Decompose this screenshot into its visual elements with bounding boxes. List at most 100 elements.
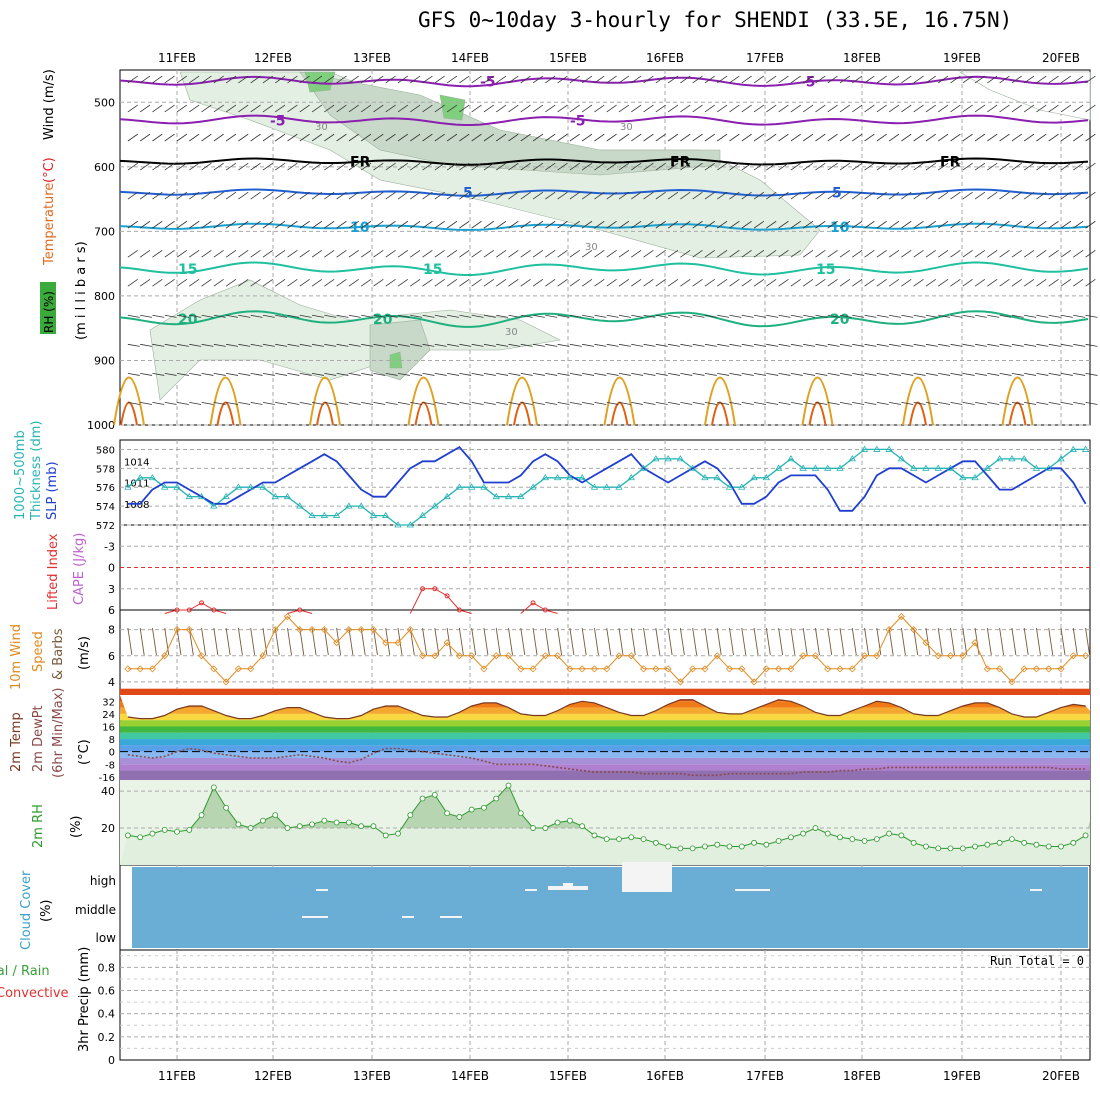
thickness-point — [995, 455, 1004, 462]
wind-barb — [925, 162, 937, 171]
wind-barb — [1085, 133, 1096, 142]
wind10m-point — [689, 665, 697, 673]
date-label-top: 16FEB — [646, 51, 684, 65]
wind-barb-10m — [790, 627, 796, 656]
label-rh2m: 2m RH — [31, 804, 46, 848]
thickness-point — [750, 474, 758, 481]
wind-barb — [655, 249, 666, 258]
wind-barb — [250, 314, 263, 318]
wind10m-point — [959, 652, 967, 660]
contour-label-c20: 20 — [373, 312, 393, 328]
wind-barb-10m — [262, 627, 268, 656]
wind-barb — [213, 343, 226, 347]
wind-barb — [569, 220, 580, 229]
wind-barb — [925, 220, 937, 229]
wind-barb — [483, 75, 495, 84]
wind-barb — [459, 249, 470, 258]
wind-barb — [999, 133, 1010, 142]
wind-barb — [937, 104, 949, 113]
thermal-contour — [506, 376, 538, 426]
wind-barb — [864, 220, 875, 229]
rh2m-point — [468, 806, 475, 813]
wind-barb — [999, 314, 1012, 318]
wind-barb — [495, 162, 507, 171]
wind-barb — [1073, 249, 1084, 258]
thickness-point — [946, 464, 955, 471]
wind-barb — [152, 75, 163, 84]
wind-barb — [373, 249, 384, 258]
wind-barb — [446, 279, 458, 287]
wind-barb — [582, 372, 595, 376]
wind-barb — [901, 372, 914, 376]
wind-barb — [287, 372, 300, 376]
tick-temp: 0 — [109, 748, 115, 759]
wind-barb — [348, 162, 359, 171]
rh-blob-core — [299, 71, 721, 176]
rh2m-point — [566, 817, 573, 824]
wind-barb — [766, 191, 777, 200]
wind-barb — [225, 279, 237, 287]
wind-barb — [1036, 220, 1047, 229]
rh2m-point — [456, 814, 463, 820]
wind-barb — [913, 104, 924, 113]
rh2m-point — [493, 795, 500, 802]
wind-barb — [361, 314, 374, 318]
wind-barb — [238, 191, 249, 200]
wind-barb — [557, 220, 568, 229]
wind-barb — [704, 104, 716, 113]
wind-barb — [434, 162, 445, 171]
wind-barb — [238, 249, 249, 258]
wind-barb — [459, 133, 470, 142]
thickness-point — [455, 483, 464, 490]
wind-barb — [692, 372, 705, 376]
wind-barb — [1011, 133, 1022, 142]
wind-barb — [913, 372, 926, 376]
wind-barb — [569, 402, 582, 405]
thickness-point — [1081, 445, 1090, 452]
wind-barb — [471, 75, 482, 84]
wind-barb — [655, 75, 666, 84]
wind-barb — [520, 220, 531, 229]
wind-barb — [778, 279, 789, 287]
wind-barb — [741, 133, 752, 142]
wind-barb — [680, 314, 693, 318]
wind-barb — [496, 343, 509, 347]
wind-barb — [1073, 314, 1086, 318]
cloud-patch — [525, 889, 537, 891]
wind-barb — [274, 249, 286, 258]
tick-temp: 32 — [102, 697, 115, 708]
wind-barb — [766, 343, 779, 347]
wind-barb — [495, 191, 507, 200]
thickness-point — [246, 483, 255, 490]
wind-barb — [692, 249, 703, 258]
wind10m-point — [811, 652, 820, 660]
wind-barb — [557, 249, 568, 258]
wind-barb — [275, 402, 288, 405]
wind-barb — [778, 133, 789, 142]
wind-barb — [643, 104, 654, 113]
wind-barb — [950, 133, 961, 142]
wind-barb — [139, 162, 151, 171]
thickness-point — [897, 455, 906, 462]
wind-barb — [140, 314, 153, 318]
thickness-point — [271, 492, 279, 500]
wind-barb — [827, 314, 840, 318]
wind-barb — [238, 314, 251, 318]
wind-barb — [225, 191, 237, 200]
wind10m-point — [910, 626, 918, 634]
wind-barb — [360, 75, 372, 84]
wind-barb — [790, 191, 801, 200]
wind-barb — [643, 314, 656, 318]
thickness-point — [308, 511, 316, 518]
li-point — [456, 607, 462, 613]
wind-barb — [397, 220, 409, 229]
wind-barb — [1085, 314, 1098, 318]
wind-barb — [520, 314, 533, 318]
wind-barb — [901, 162, 912, 171]
wind-barb — [888, 249, 900, 258]
date-label-bottom: 11FEB — [158, 1069, 196, 1083]
wind-barb — [704, 75, 716, 84]
wind-barb — [802, 191, 814, 200]
wind-barb — [581, 162, 593, 171]
wind-barb — [434, 279, 445, 287]
